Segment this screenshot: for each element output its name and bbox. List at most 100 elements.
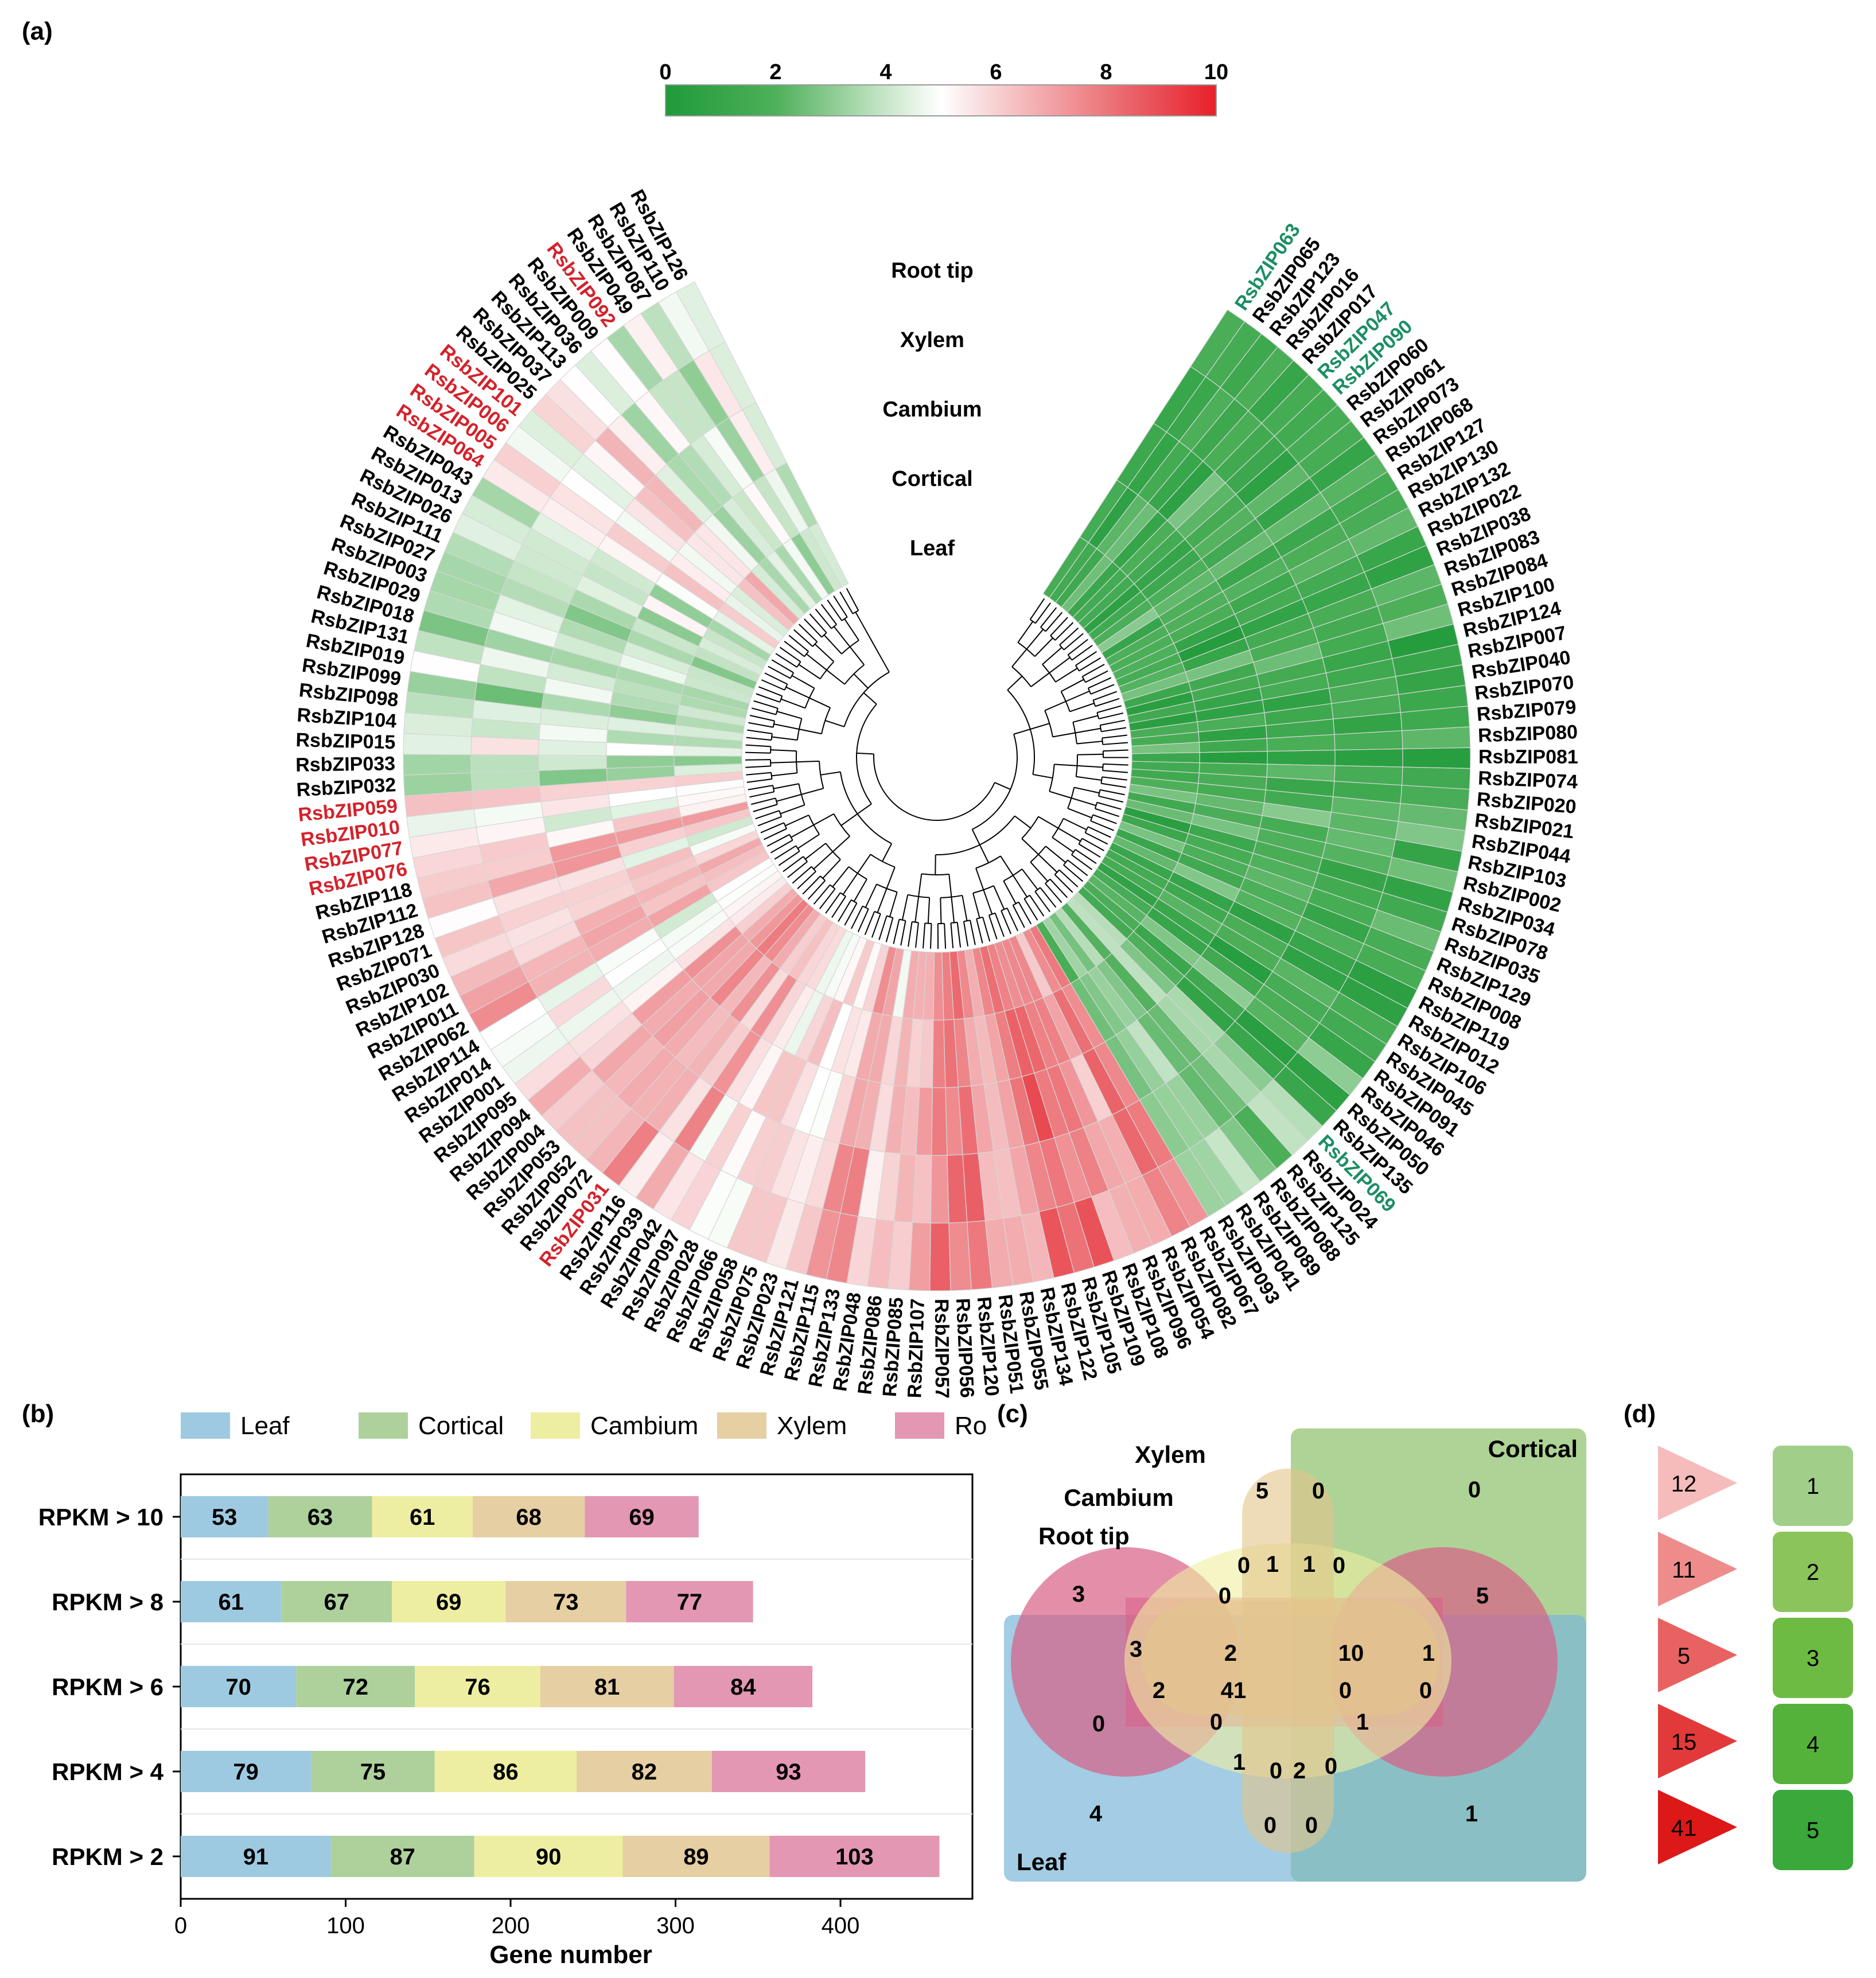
tree-arc <box>783 822 788 829</box>
tree-branch <box>1100 719 1125 726</box>
gene-label: RsbZIP107 <box>904 1298 929 1399</box>
tree-branch <box>979 844 990 863</box>
bar-segment <box>674 1666 813 1707</box>
tree-branch <box>867 634 880 655</box>
level-box <box>1773 1532 1853 1612</box>
tree-branch <box>813 884 831 905</box>
bar-value-label: 67 <box>324 1590 349 1615</box>
colorbar-tick-label: 6 <box>990 60 1002 84</box>
tree-branch <box>1102 776 1127 781</box>
phylogenetic-tree <box>745 587 1129 949</box>
category-label: RPKM > 10 <box>38 1504 164 1531</box>
tree-branch <box>758 686 783 697</box>
tree-branch <box>771 659 794 673</box>
tree-branch <box>857 854 871 874</box>
tree-arc <box>784 684 788 691</box>
tree-branch <box>822 859 841 879</box>
tree-branch <box>773 723 800 730</box>
tissue-label: Cambium <box>882 398 982 422</box>
tree-branch <box>1095 698 1120 707</box>
tree-branch <box>746 737 772 741</box>
tree-arc <box>789 672 795 679</box>
tree-branch <box>832 866 850 887</box>
bar-segment <box>415 1666 540 1707</box>
bar-segment <box>181 1751 312 1792</box>
tree-branch <box>1023 898 1038 921</box>
tree-branch <box>831 896 846 918</box>
tree-branch <box>801 788 824 795</box>
tree-branch <box>971 829 980 846</box>
tree-branch <box>1063 817 1087 831</box>
tree-branch <box>1030 672 1050 687</box>
tree-branch <box>918 874 923 897</box>
tree-arc <box>843 671 890 727</box>
tree-branch <box>1011 648 1027 667</box>
tree-branch <box>1071 854 1093 870</box>
tree-branch <box>776 793 802 802</box>
tree-branch <box>755 810 780 820</box>
colorbar-tick-label: 2 <box>769 60 781 84</box>
tree-branch <box>1003 881 1017 904</box>
venn-region-value: 2 <box>1153 1678 1165 1703</box>
tree-branch <box>975 868 984 890</box>
legend-label: Leaf <box>240 1412 290 1440</box>
tree-branch <box>833 595 848 618</box>
colorbar-tick-label: 10 <box>1204 60 1228 84</box>
tree-branch <box>994 913 1005 937</box>
tree-branch <box>1000 855 1014 876</box>
bar-segment <box>474 1836 623 1877</box>
panel-c-label: (c) <box>997 1400 1028 1428</box>
tree-branch <box>1063 633 1084 651</box>
set-label: Xylem <box>1135 1441 1206 1468</box>
tree-branch <box>1029 895 1045 917</box>
tree-branch <box>1021 838 1039 855</box>
tree-branch <box>1014 815 1032 829</box>
category-label: RPKM > 4 <box>52 1758 164 1785</box>
tree-branch <box>993 885 1005 910</box>
set-label: Cambium <box>1064 1484 1173 1511</box>
level-value: 5 <box>1807 1818 1819 1843</box>
tree-branch <box>1052 836 1074 853</box>
tree-arc <box>796 718 803 741</box>
stacked-bar-chart: Leaf Cortical Cambium Xylem Root tip RPKM > 1… <box>38 1412 987 1969</box>
tree-branch <box>819 888 836 909</box>
venn-region-value: 2 <box>1293 1758 1306 1784</box>
tree-arc <box>1099 725 1102 732</box>
heatmap-cell <box>929 1222 951 1291</box>
tree-arc <box>795 845 800 852</box>
tree-branch <box>1101 727 1127 733</box>
tree-branch <box>1054 874 1073 893</box>
x-tick-label: 200 <box>492 1913 530 1938</box>
gene-label: RsbZIP080 <box>1478 721 1578 746</box>
tree-branch <box>927 897 931 924</box>
tree-branch <box>863 692 877 705</box>
tree-branch <box>785 814 809 827</box>
tree-branch <box>804 618 823 638</box>
tree-branch <box>864 911 875 935</box>
tree-branch <box>1033 774 1053 779</box>
bar-segment <box>585 1496 699 1537</box>
tree-branch <box>751 797 776 805</box>
heatmap-cell <box>931 1087 948 1156</box>
tree-branch <box>1075 727 1101 734</box>
tree-branch <box>815 608 832 629</box>
tree-branch <box>778 850 800 866</box>
heatmap-cell <box>403 754 472 776</box>
tree-branch <box>963 921 969 947</box>
tree-branch <box>1092 814 1117 824</box>
tree-branch <box>976 918 983 944</box>
venn-region-value: 5 <box>1476 1583 1489 1609</box>
tree-branch <box>805 843 826 860</box>
venn-region-value: 0 <box>1339 1678 1352 1703</box>
bar-value-label: 69 <box>436 1590 462 1615</box>
tree-arc <box>841 640 859 655</box>
tree-branch <box>797 834 820 849</box>
legend-swatch <box>359 1412 408 1439</box>
tree-branch <box>857 752 874 755</box>
tree-branch <box>1059 627 1079 646</box>
tree-branch <box>1044 700 1067 711</box>
gene-label: RsbZIP032 <box>296 774 397 801</box>
tissue-label: Cortical <box>892 467 972 491</box>
